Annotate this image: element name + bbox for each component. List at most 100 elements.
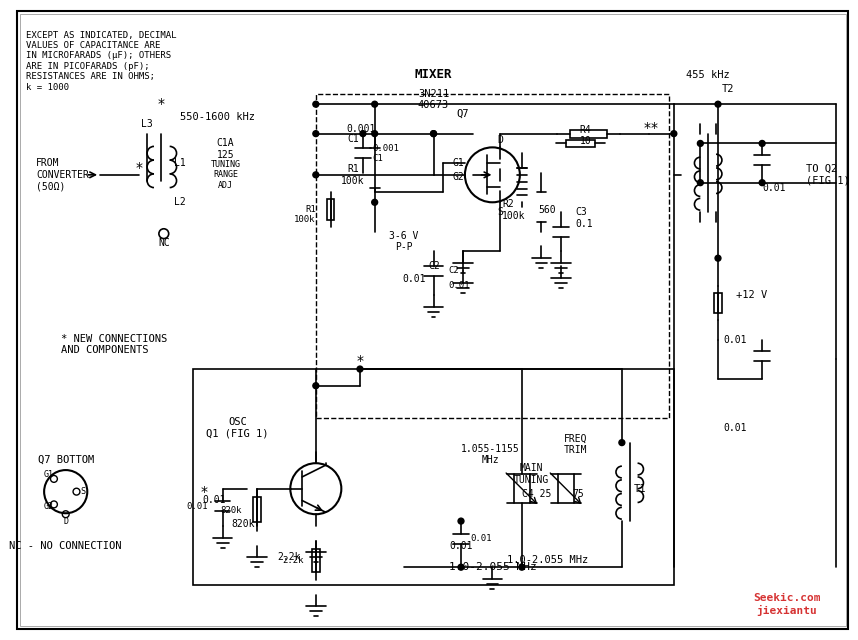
Circle shape xyxy=(715,255,721,261)
Text: 0.01: 0.01 xyxy=(471,534,492,543)
Text: 3N211
40673: 3N211 40673 xyxy=(418,88,449,110)
Text: EXCEPT AS INDICATED, DECIMAL
VALUES OF CAPACITANCE ARE
IN MICROFARADS (μF); OTHE: EXCEPT AS INDICATED, DECIMAL VALUES OF C… xyxy=(27,31,177,92)
Text: G2: G2 xyxy=(44,502,54,511)
Text: * NEW CONNECTIONS
AND COMPONENTS: * NEW CONNECTIONS AND COMPONENTS xyxy=(61,333,167,355)
Text: 100k: 100k xyxy=(294,216,316,225)
Text: 2.2k: 2.2k xyxy=(278,552,301,563)
Text: R4
10: R4 10 xyxy=(580,125,591,147)
Text: C4 25: C4 25 xyxy=(522,488,551,499)
Text: 2.2k: 2.2k xyxy=(282,556,304,565)
Text: C1A: C1A xyxy=(217,138,234,148)
Text: R2
100k: R2 100k xyxy=(502,199,526,221)
Circle shape xyxy=(759,180,765,186)
Text: TO Q2
(FIG 1): TO Q2 (FIG 1) xyxy=(807,164,850,186)
Text: R1
100k: R1 100k xyxy=(341,164,365,186)
Text: *: * xyxy=(136,161,142,175)
Text: 0.001: 0.001 xyxy=(347,124,376,134)
Text: 3-6 V
P-P: 3-6 V P-P xyxy=(390,231,419,252)
Circle shape xyxy=(313,131,319,136)
Circle shape xyxy=(313,101,319,107)
Circle shape xyxy=(372,199,378,205)
Bar xyxy=(327,199,335,220)
Text: 0.01: 0.01 xyxy=(723,423,746,433)
Bar xyxy=(312,548,320,572)
Text: 0.01: 0.01 xyxy=(402,274,426,284)
Text: D: D xyxy=(63,516,68,525)
Text: 550-1600 kHz: 550-1600 kHz xyxy=(180,112,255,122)
Text: 1.055-1155
MHz: 1.055-1155 MHz xyxy=(461,444,520,465)
Text: *: * xyxy=(644,121,651,135)
Text: 0.01: 0.01 xyxy=(723,335,746,344)
Circle shape xyxy=(458,518,464,524)
Bar xyxy=(253,497,261,522)
Text: T2: T2 xyxy=(722,84,734,95)
Circle shape xyxy=(360,131,366,136)
Bar xyxy=(714,292,722,313)
Circle shape xyxy=(698,141,704,147)
Text: NC: NC xyxy=(158,239,170,248)
Text: 560: 560 xyxy=(539,205,556,215)
Text: 1.0-2.055 MHz: 1.0-2.055 MHz xyxy=(449,562,536,572)
Text: 0.01: 0.01 xyxy=(186,502,208,511)
Bar xyxy=(316,94,669,418)
Circle shape xyxy=(431,131,437,136)
Text: MAIN
TUNING: MAIN TUNING xyxy=(514,463,549,484)
Text: *: * xyxy=(650,121,658,135)
Text: MIXER: MIXER xyxy=(414,68,452,81)
Text: 820k: 820k xyxy=(221,506,242,515)
Text: TUNING
RANGE
ADJ: TUNING RANGE ADJ xyxy=(210,160,240,189)
Circle shape xyxy=(458,564,464,570)
Circle shape xyxy=(372,101,378,107)
Text: Seekic.com
jiexiantu: Seekic.com jiexiantu xyxy=(753,593,820,616)
Text: Q7: Q7 xyxy=(456,109,469,119)
Text: 125: 125 xyxy=(217,150,234,160)
Text: D: D xyxy=(498,136,503,145)
Text: C3: C3 xyxy=(576,207,588,217)
Text: 1.0-2.055 MHz: 1.0-2.055 MHz xyxy=(507,556,589,565)
Text: S: S xyxy=(498,207,503,217)
Bar xyxy=(570,130,607,138)
Circle shape xyxy=(519,564,525,570)
Text: 75: 75 xyxy=(573,488,584,499)
Text: 455 kHz: 455 kHz xyxy=(686,70,730,80)
Text: L2: L2 xyxy=(173,197,185,207)
Bar xyxy=(193,369,674,585)
Text: G1: G1 xyxy=(44,470,54,479)
Text: OSC
Q1 (FIG 1): OSC Q1 (FIG 1) xyxy=(206,417,269,438)
Text: *: * xyxy=(157,97,165,111)
Circle shape xyxy=(619,440,625,445)
Circle shape xyxy=(431,131,437,136)
Text: 0.01: 0.01 xyxy=(202,495,226,504)
Text: G1: G1 xyxy=(452,158,464,168)
Text: *: * xyxy=(356,354,364,368)
Circle shape xyxy=(715,101,721,107)
Text: NC - NO CONNECTION: NC - NO CONNECTION xyxy=(9,541,122,550)
Text: G2: G2 xyxy=(452,172,464,182)
Circle shape xyxy=(671,131,677,136)
Circle shape xyxy=(313,172,319,178)
Text: C2: C2 xyxy=(448,266,459,275)
Text: Q7 BOTTOM: Q7 BOTTOM xyxy=(38,454,94,464)
Text: L3: L3 xyxy=(142,119,153,129)
Text: 0.001
C1: 0.001 C1 xyxy=(372,143,400,163)
Text: 0.01: 0.01 xyxy=(762,182,786,193)
Circle shape xyxy=(759,141,765,147)
Text: FROM
CONVERTER
(50Ω): FROM CONVERTER (50Ω) xyxy=(36,158,89,191)
Text: 0.01: 0.01 xyxy=(450,541,473,550)
Text: T1: T1 xyxy=(633,484,646,493)
Text: 0.01: 0.01 xyxy=(448,281,469,290)
Bar xyxy=(566,140,595,147)
Text: R1: R1 xyxy=(305,205,316,214)
Text: C1: C1 xyxy=(347,134,359,143)
Text: +12 V: +12 V xyxy=(735,291,767,300)
Circle shape xyxy=(313,383,319,388)
Text: S: S xyxy=(80,487,85,496)
Text: C2: C2 xyxy=(429,261,440,271)
Text: FREQ
TRIM: FREQ TRIM xyxy=(564,434,588,456)
Circle shape xyxy=(372,131,378,136)
Circle shape xyxy=(698,180,704,186)
Text: 0.1: 0.1 xyxy=(576,219,594,229)
Circle shape xyxy=(357,366,363,372)
Text: L1: L1 xyxy=(173,158,185,168)
Text: *: * xyxy=(201,484,208,499)
